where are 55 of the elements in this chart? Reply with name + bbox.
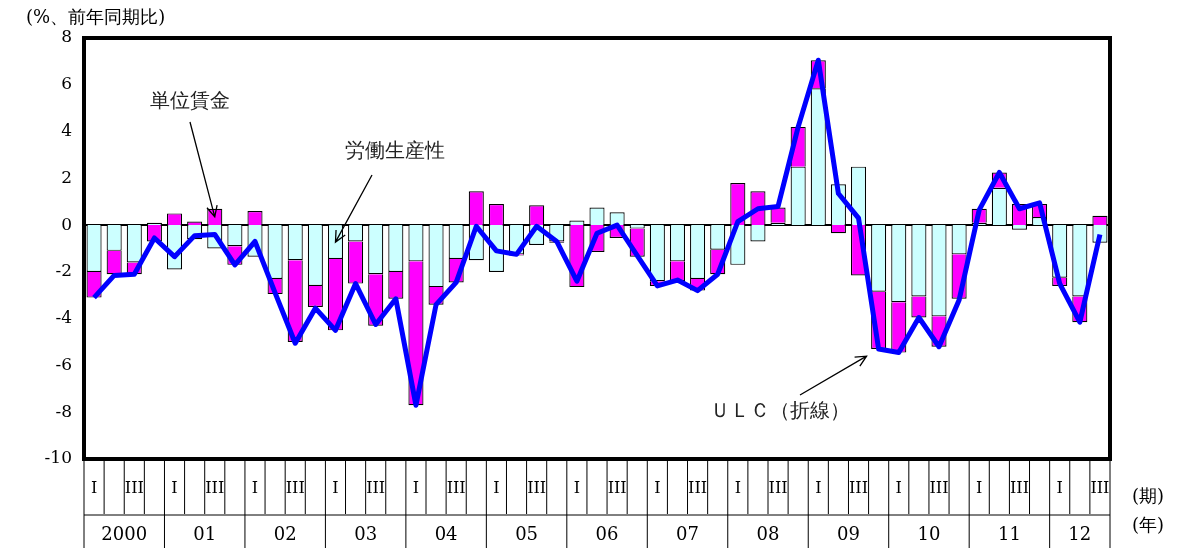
text: 09 (837, 522, 860, 544)
y-axis-title: (%、前年同期比) (26, 5, 166, 27)
y-tick-label: 0 (61, 213, 72, 234)
x-tick-label: III (688, 477, 708, 497)
x-tick-label: III (768, 477, 788, 497)
y-tick-label: -2 (55, 260, 72, 281)
x-tick-label: III (124, 477, 144, 497)
x-tick-label: III (929, 477, 949, 497)
x-tick-label: III (1090, 477, 1110, 497)
y-tick-label: 4 (61, 119, 72, 140)
x-tick-label: I (815, 477, 822, 497)
x-tick-label: I (251, 477, 259, 497)
text: 労働生産性 (345, 138, 445, 163)
text: 12 (1068, 522, 1092, 544)
x-tick-label: III (285, 477, 305, 497)
text: 11 (997, 522, 1021, 544)
text: 07 (676, 522, 699, 544)
x-tick-label: III (849, 477, 869, 497)
x-tick-label: I (493, 477, 500, 497)
text: 06 (595, 522, 619, 544)
text: (年) (1132, 513, 1165, 535)
y-tick-label: 8 (61, 26, 72, 47)
text: (期) (1132, 484, 1165, 506)
x-tick-label: I (734, 477, 741, 497)
x-tick-label: III (446, 477, 466, 497)
x-tick-label: I (895, 477, 902, 497)
x-tick-label: I (573, 477, 581, 497)
y-tick-label: -4 (55, 307, 72, 328)
x-tick-label: III (607, 477, 627, 497)
text: 03 (354, 522, 378, 544)
legend-label: ＵＬＣ（折線） (710, 398, 850, 423)
y-tick-label: -6 (55, 353, 72, 374)
x-tick-label: III (366, 477, 386, 497)
x-tick-label: I (1056, 477, 1063, 497)
x-tick-label: I (654, 477, 661, 497)
x-tick-label: III (527, 477, 547, 497)
text: 02 (273, 522, 297, 544)
text: 2000 (101, 522, 148, 544)
x-tick-label: III (205, 477, 225, 497)
y-tick-label: -8 (55, 400, 72, 421)
x-tick-label: I (332, 477, 339, 497)
text: 単位賃金 (150, 88, 230, 113)
text: 01 (193, 522, 217, 544)
y-tick-label: 6 (61, 73, 72, 94)
x-tick-label: III (1009, 477, 1029, 497)
y-tick-label: 2 (61, 166, 72, 187)
x-tick-label: I (90, 477, 98, 497)
x-tick-label: I (976, 477, 983, 497)
text: 05 (515, 522, 539, 544)
y-tick-label: -10 (44, 447, 72, 468)
x-tick-label: I (171, 477, 178, 497)
text: 10 (917, 522, 941, 544)
text: 08 (756, 522, 780, 544)
text: 04 (434, 522, 458, 544)
x-tick-label: I (412, 477, 420, 497)
